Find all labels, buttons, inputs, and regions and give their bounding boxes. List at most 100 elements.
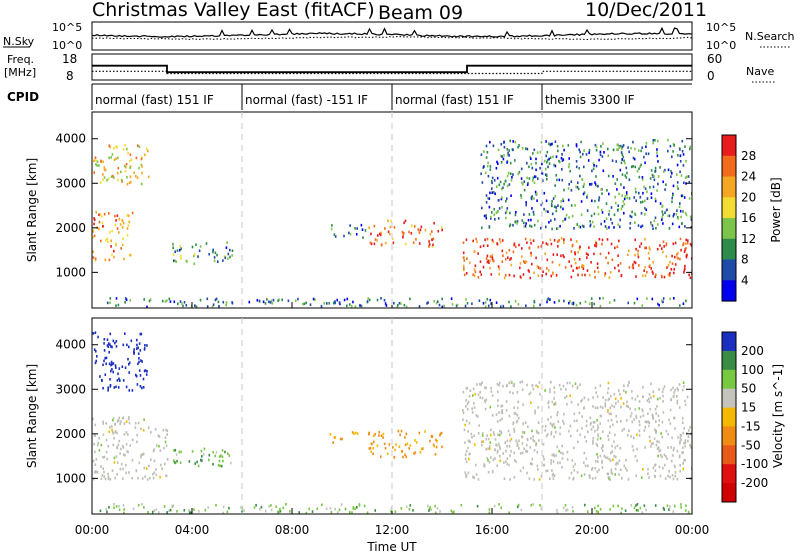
power-cell xyxy=(597,205,599,209)
power-cell xyxy=(114,214,116,218)
power-cell xyxy=(334,301,336,305)
velocity-cell xyxy=(113,506,115,509)
power-cell xyxy=(122,148,125,151)
power-cell xyxy=(576,186,579,189)
power-cell xyxy=(508,300,510,304)
power-cell xyxy=(619,225,621,229)
power-cell xyxy=(574,204,576,207)
power-cell xyxy=(616,188,618,191)
velocity-cell xyxy=(638,429,641,433)
velocity-cell xyxy=(509,454,511,457)
velocity-cell xyxy=(521,435,523,438)
power-cell xyxy=(562,158,565,161)
power-cell xyxy=(491,211,493,214)
velocity-cell xyxy=(107,444,109,448)
power-cell xyxy=(684,211,687,215)
velocity-cell xyxy=(473,402,475,405)
power-cell xyxy=(652,227,654,230)
power-cell xyxy=(685,299,687,303)
velocity-cell xyxy=(503,477,506,480)
power-cell xyxy=(661,218,663,222)
velocity-cell xyxy=(617,389,620,392)
power-cell xyxy=(624,161,626,165)
velocity-cell xyxy=(93,477,95,481)
power-cell xyxy=(490,215,492,219)
velocity-cell xyxy=(370,450,373,453)
velocity-cell xyxy=(648,424,650,428)
power-cell xyxy=(657,302,659,306)
power-cell xyxy=(349,232,352,236)
velocity-cell xyxy=(109,343,111,346)
power-cell xyxy=(166,299,168,302)
velocity-cell xyxy=(128,416,130,419)
power-cell xyxy=(629,222,632,225)
velocity-cell xyxy=(506,439,509,443)
velocity-cell xyxy=(673,391,675,394)
power-cell xyxy=(615,160,617,163)
colorbar-tick-label: 8 xyxy=(741,253,749,267)
colorbar-swatch xyxy=(722,483,736,503)
power-cell xyxy=(287,299,290,303)
power-cell xyxy=(623,211,625,215)
power-cell xyxy=(482,244,485,248)
power-cell xyxy=(551,200,553,203)
freq-panel: Freq. [MHz] 18 8 Nave 60 0 xyxy=(4,52,775,83)
power-cell xyxy=(657,223,659,226)
velocity-cell xyxy=(488,437,490,441)
power-cell xyxy=(674,241,677,245)
power-cell xyxy=(671,262,674,265)
power-cell xyxy=(346,297,349,301)
power-cell xyxy=(586,196,588,199)
power-cell xyxy=(594,183,597,186)
velocity-cell xyxy=(505,384,508,388)
velocity-cell xyxy=(513,430,516,433)
power-cell xyxy=(620,207,623,211)
power-cell xyxy=(657,160,659,163)
colorbar-swatch xyxy=(722,280,736,302)
power-cell xyxy=(596,266,599,270)
velocity-cell xyxy=(150,431,152,434)
velocity-cell xyxy=(92,459,95,463)
power-cell xyxy=(679,148,681,151)
velocity-cell xyxy=(596,419,598,422)
power-cell xyxy=(231,249,234,252)
velocity-cell xyxy=(615,463,617,466)
power-ylabel: Slant Range [km] xyxy=(25,158,39,262)
velocity-cell xyxy=(497,390,499,394)
power-cell xyxy=(211,305,214,308)
power-cell xyxy=(490,273,493,276)
velocity-cell xyxy=(516,441,519,445)
velocity-cell xyxy=(635,416,638,419)
velocity-cell xyxy=(109,385,112,388)
power-cell xyxy=(551,204,553,208)
velocity-cell xyxy=(137,476,139,480)
search-noise-line xyxy=(91,36,693,41)
velocity-cell xyxy=(672,386,674,390)
power-cell xyxy=(575,266,578,270)
velocity-cell xyxy=(135,469,138,473)
velocity-cell xyxy=(609,478,611,481)
colorbar-tick-label: -200 xyxy=(741,476,768,490)
power-cell xyxy=(676,256,678,259)
power-cell xyxy=(641,200,644,204)
power-cell xyxy=(564,266,567,269)
velocity-cell xyxy=(226,510,229,514)
power-cell xyxy=(506,148,509,151)
velocity-cell xyxy=(642,395,644,399)
velocity-cell xyxy=(601,466,604,469)
power-cell xyxy=(113,158,116,162)
velocity-cell xyxy=(568,429,570,433)
power-cell xyxy=(360,304,363,308)
velocity-cell xyxy=(539,504,541,507)
power-cell xyxy=(214,298,217,302)
velocity-heatmap xyxy=(92,331,692,514)
velocity-cell xyxy=(120,420,122,423)
power-cell xyxy=(602,169,605,173)
power-cell xyxy=(637,255,640,259)
velocity-cell xyxy=(472,394,474,397)
velocity-cell xyxy=(196,460,198,464)
power-cell xyxy=(111,229,113,233)
power-cell xyxy=(451,303,454,306)
power-cell xyxy=(126,227,129,230)
power-cell xyxy=(528,246,531,250)
